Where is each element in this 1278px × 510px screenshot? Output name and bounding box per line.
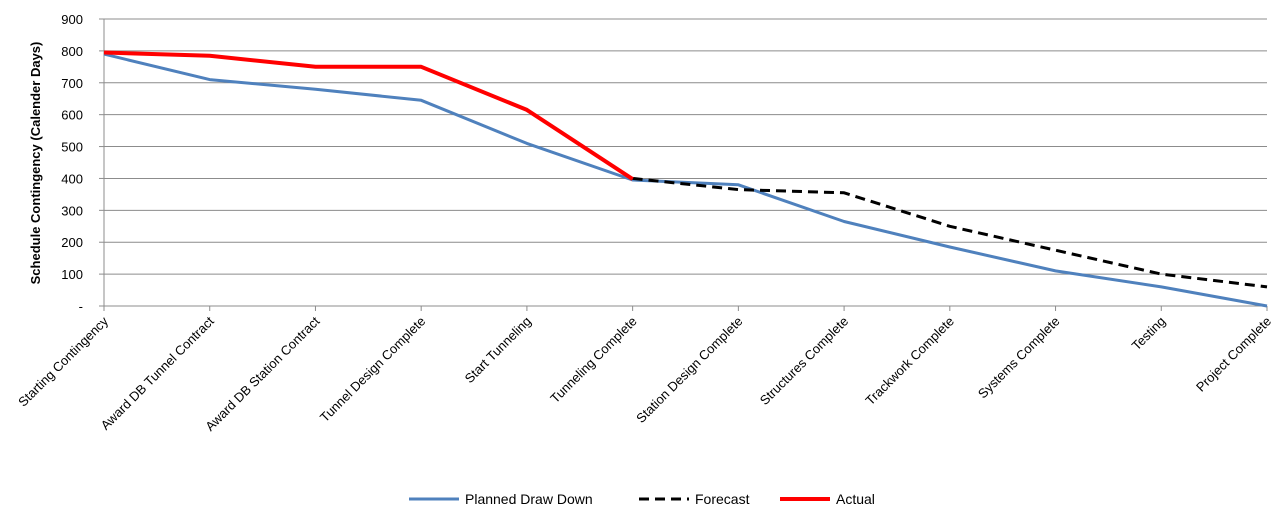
y-tick-label: -: [79, 299, 83, 314]
legend-label: Actual: [836, 491, 875, 507]
y-axis-label: Schedule Contingency (Calender Days): [28, 42, 43, 285]
series-line-actual: [103, 50, 634, 181]
x-tick-label: Starting Contingency: [15, 313, 111, 409]
x-tick-label: Award DB Tunnel Contract: [98, 313, 218, 433]
y-tick-label: 600: [61, 108, 83, 123]
grid-lines: [104, 18, 1267, 275]
y-tick-label: 400: [61, 171, 83, 186]
y-tick-label: 200: [61, 235, 83, 250]
legend: Planned Draw Down Forecast Actual: [409, 491, 875, 507]
tick-labels: - 100 200 300 400 500 600 700 800 900 Starting Con…: [15, 12, 1274, 434]
y-tick-label: 900: [61, 12, 83, 27]
y-tick-label: 700: [61, 76, 83, 91]
x-tick-label: Start Tunneling: [462, 314, 534, 386]
x-tick-label: Structures Complete: [757, 314, 851, 408]
x-tick-label: Project Complete: [1193, 314, 1274, 395]
series-lines: [103, 50, 1268, 308]
x-tick-label: Award DB Station Contract: [202, 313, 323, 434]
x-tick-label: Tunneling Complete: [547, 314, 640, 407]
x-tick-label: Systems Complete: [975, 314, 1063, 402]
x-tick-label: Trackwork Complete: [862, 314, 957, 409]
y-tick-label: 500: [61, 140, 83, 155]
axes: [99, 18, 1268, 311]
legend-label: Forecast: [695, 491, 750, 507]
y-tick-label: 300: [61, 203, 83, 218]
x-tick-label: Testing: [1129, 314, 1169, 354]
x-tick-label: Tunnel Design Complete: [317, 314, 428, 425]
x-tick-label: Station Design Complete: [633, 314, 745, 426]
legend-label: Planned Draw Down: [465, 491, 593, 507]
series-line-forecast: [632, 176, 1268, 289]
series-line-planned-draw-down: [103, 52, 1268, 308]
y-tick-label: 100: [61, 267, 83, 282]
y-tick-label: 800: [61, 44, 83, 59]
